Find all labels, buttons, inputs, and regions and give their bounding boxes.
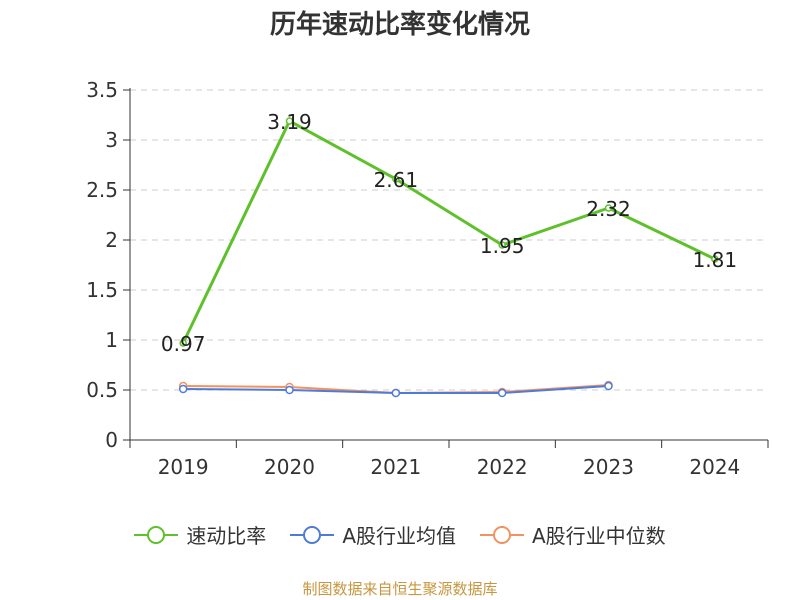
data-point <box>498 241 506 249</box>
legend-item-industry-mean[interactable]: A股行业均值 <box>290 520 456 549</box>
legend-marker-industry-median <box>480 525 524 544</box>
data-source-note: 制图数据来自恒生聚源数据库 <box>302 580 498 598</box>
data-point <box>285 385 294 395</box>
data-label: 0.97 <box>161 332 206 356</box>
data-label: 2.61 <box>374 168 419 192</box>
data-point <box>391 388 401 398</box>
y-tick-label: 2.5 <box>86 178 118 202</box>
legend-label-industry-mean: A股行业均值 <box>342 524 456 548</box>
series-line-0 <box>181 119 716 344</box>
data-point <box>711 255 719 263</box>
legend-item-industry-median[interactable]: A股行业中位数 <box>480 520 666 549</box>
data-label: 1.81 <box>693 248 738 272</box>
data-point <box>179 339 187 347</box>
y-tick-label: 2 <box>105 228 118 252</box>
x-tick-label: 2021 <box>370 455 421 479</box>
y-tick-label: 1 <box>105 328 118 352</box>
x-tick-label: 2023 <box>583 455 634 479</box>
data-point <box>392 175 400 183</box>
x-tick-label: 2024 <box>689 455 740 479</box>
data-label: 3.19 <box>267 110 312 134</box>
chart-title: 历年速动比率变化情况 <box>269 10 530 40</box>
data-point <box>285 117 294 125</box>
legend-item-quick-ratio[interactable]: 速动比率 <box>134 520 266 549</box>
y-tick-label: 3 <box>105 128 118 152</box>
legend-marker-quick-ratio <box>134 525 179 544</box>
y-tick-label: 3.5 <box>86 78 118 102</box>
y-tick-label: 0 <box>105 428 118 452</box>
legend: 速动比率 A股行业均值 A股行业中位数 <box>0 520 800 549</box>
data-point <box>604 204 613 212</box>
legend-label-quick-ratio: 速动比率 <box>186 524 267 548</box>
data-label: 2.32 <box>586 197 631 221</box>
data-point <box>178 384 188 394</box>
x-tick-label: 2019 <box>158 455 209 479</box>
legend-marker-industry-mean <box>290 525 335 544</box>
y-tick-label: 0.5 <box>86 378 118 402</box>
data-point <box>497 388 507 398</box>
data-point <box>604 381 613 391</box>
y-tick-label: 1.5 <box>86 278 118 302</box>
x-tick-label: 2020 <box>264 455 315 479</box>
x-tick-label: 2022 <box>477 455 528 479</box>
data-label: 1.95 <box>480 234 525 258</box>
legend-label-industry-median: A股行业中位数 <box>532 524 666 548</box>
